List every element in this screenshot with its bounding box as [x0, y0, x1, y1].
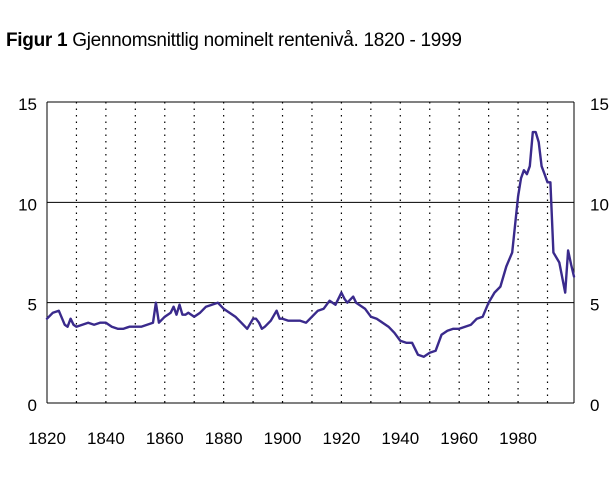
- y-tick-label-left: 0: [28, 396, 37, 415]
- x-tick-label: 1860: [146, 429, 184, 448]
- figure-title: Gjennomsnittlig nominelt rentenivå. 1820…: [72, 30, 462, 51]
- x-tick-label: 1820: [28, 429, 66, 448]
- series-line: [45, 130, 576, 358]
- x-tick-label: 1940: [381, 429, 419, 448]
- x-tick-label: 1840: [87, 429, 125, 448]
- figure-label: Figur 1: [6, 30, 68, 51]
- x-tick-label: 1960: [440, 429, 478, 448]
- y-tick-label-right: 5: [590, 296, 599, 315]
- y-tick-label-right: 0: [590, 396, 599, 415]
- x-tick-label: 1900: [264, 429, 302, 448]
- chart-title: Figur 1 Gjennomsnittlig nominelt renteni…: [6, 30, 462, 52]
- x-tick-label: 1880: [205, 429, 243, 448]
- y-tick-label-left: 10: [18, 195, 37, 214]
- y-tick-label-right: 15: [590, 95, 609, 114]
- y-tick-label-right: 10: [590, 195, 609, 214]
- y-tick-label-left: 5: [28, 296, 37, 315]
- x-tick-label: 1920: [322, 429, 360, 448]
- y-tick-label-left: 15: [18, 95, 37, 114]
- x-tick-label: 1980: [499, 429, 537, 448]
